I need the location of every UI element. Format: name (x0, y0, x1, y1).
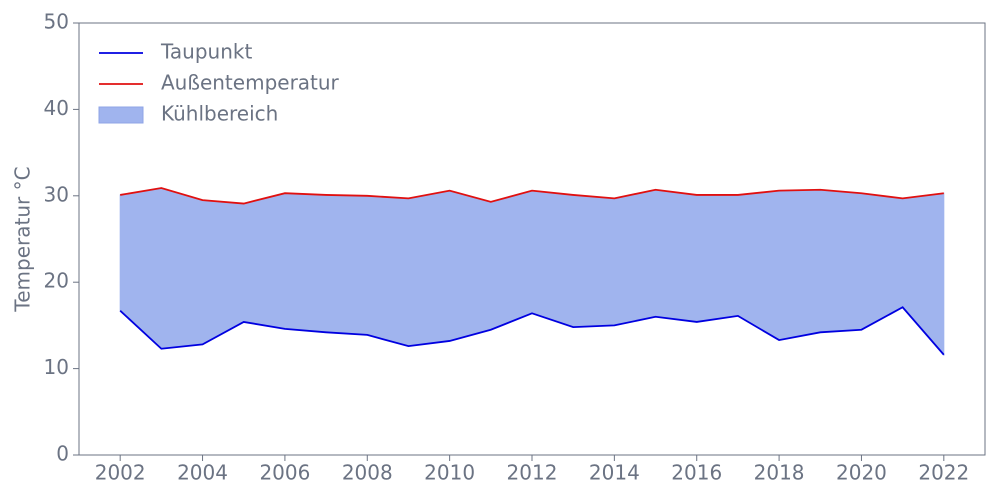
y-tick-label: 20 (44, 269, 69, 293)
x-tick-label: 2010 (424, 461, 475, 485)
line (120, 187, 944, 205)
y-tick-label: 30 (44, 182, 69, 206)
x-tick-label: 2004 (177, 461, 228, 485)
x-tick-label: 2022 (918, 461, 969, 485)
x-tick-label: 2012 (507, 461, 558, 485)
y-tick-label: 10 (44, 355, 69, 379)
legend-label: Taupunkt (160, 40, 252, 64)
y-tick-label: 40 (44, 96, 69, 120)
y-axis-label: Temperatur °C (11, 166, 35, 312)
x-tick-label: 2008 (342, 461, 393, 485)
x-tick-label: 2002 (95, 461, 146, 485)
legend-label: Kühlbereich (161, 102, 278, 126)
x-tick-label: 2020 (836, 461, 887, 485)
fill-area (119, 187, 945, 357)
x-tick-label: 2006 (259, 461, 310, 485)
y-tick-label: 50 (44, 10, 69, 34)
legend-label: Außentemperatur (161, 71, 340, 95)
y-tick-label: 0 (56, 442, 69, 466)
x-tick-label: 2014 (589, 461, 640, 485)
x-tick-label: 2018 (754, 461, 805, 485)
x-tick-label: 2016 (671, 461, 722, 485)
legend-swatch (98, 106, 144, 124)
line (119, 306, 945, 356)
